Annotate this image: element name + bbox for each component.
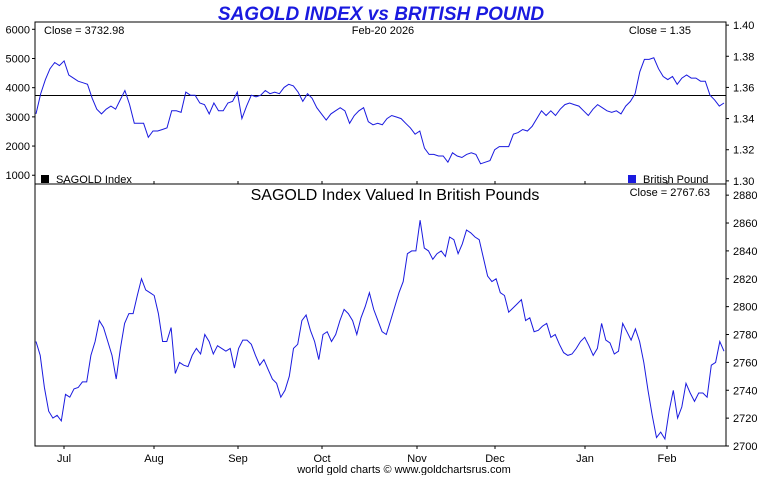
bottom-y-tick-label: 2840: [733, 246, 757, 258]
y-left-tick-label: 4000: [6, 83, 30, 95]
x-tick-label: Sep: [228, 453, 248, 465]
bottom-y-tick-label: 2780: [733, 330, 757, 342]
bottom-y-tick-label: 2820: [733, 274, 757, 286]
x-tick-label: Oct: [313, 453, 330, 465]
y-left-tick-label: 2000: [6, 141, 30, 153]
y-right-tick-label: 1.30: [733, 176, 754, 188]
bottom-close-right-label: Close = 2767.63: [630, 187, 710, 199]
y-right-tick-label: 1.40: [733, 20, 754, 32]
x-tick-label: Jul: [57, 453, 71, 465]
y-left-tick-label: 1000: [6, 170, 30, 182]
y-left-tick-label: 3000: [6, 112, 30, 124]
y-right-tick-label: 1.36: [733, 82, 754, 94]
top-close-right-label: Close = 1.35: [629, 25, 691, 37]
legend-swatch-pound: [628, 175, 636, 183]
bottom-y-tick-label: 2740: [733, 385, 757, 397]
x-tick-label: Aug: [144, 453, 164, 465]
legend-label-sagold: SAGOLD Index: [56, 174, 132, 186]
x-tick-label: Jan: [576, 453, 594, 465]
x-tick-label: Dec: [485, 453, 505, 465]
bottom-y-tick-label: 2720: [733, 413, 757, 425]
top-panel-frame: [34, 21, 727, 185]
x-tick-label: Nov: [407, 453, 427, 465]
bottom-y-tick-label: 2860: [733, 218, 757, 230]
sagold-in-gbp-series-line: [35, 220, 725, 441]
bottom-y-tick-label: 2880: [733, 190, 757, 202]
y-left-tick-label: 5000: [6, 53, 30, 65]
y-right-tick-label: 1.32: [733, 145, 754, 157]
british-pound-series-line: [35, 57, 725, 165]
bottom-y-tick-label: 2700: [733, 441, 757, 453]
x-tick-label: Feb: [658, 453, 677, 465]
top-close-left-label: Close = 3732.98: [44, 25, 124, 37]
y-right-tick-label: 1.38: [733, 51, 754, 63]
legend-label-pound: British Pound: [643, 174, 708, 186]
y-left-tick-label: 6000: [6, 24, 30, 36]
legend-swatch-sagold: [41, 175, 49, 183]
bottom-y-tick-label: 2800: [733, 302, 757, 314]
bottom-y-tick-label: 2760: [733, 357, 757, 369]
top-date-label: Feb-20 2026: [352, 25, 414, 37]
chart-title: SAGOLD INDEX vs BRITISH POUND: [218, 4, 544, 25]
y-right-tick-label: 1.34: [733, 114, 754, 126]
marks-layer: 1000 2000 3000 4000 5000 6000 1.30 1.32 1.34 1.36…: [6, 20, 758, 465]
bottom-panel-title: SAGOLD Index Valued In British Pounds: [251, 187, 540, 204]
bottom-panel-frame: [34, 183, 727, 447]
footer-credit: world gold charts © www.goldchartsrus.co…: [296, 464, 511, 475]
